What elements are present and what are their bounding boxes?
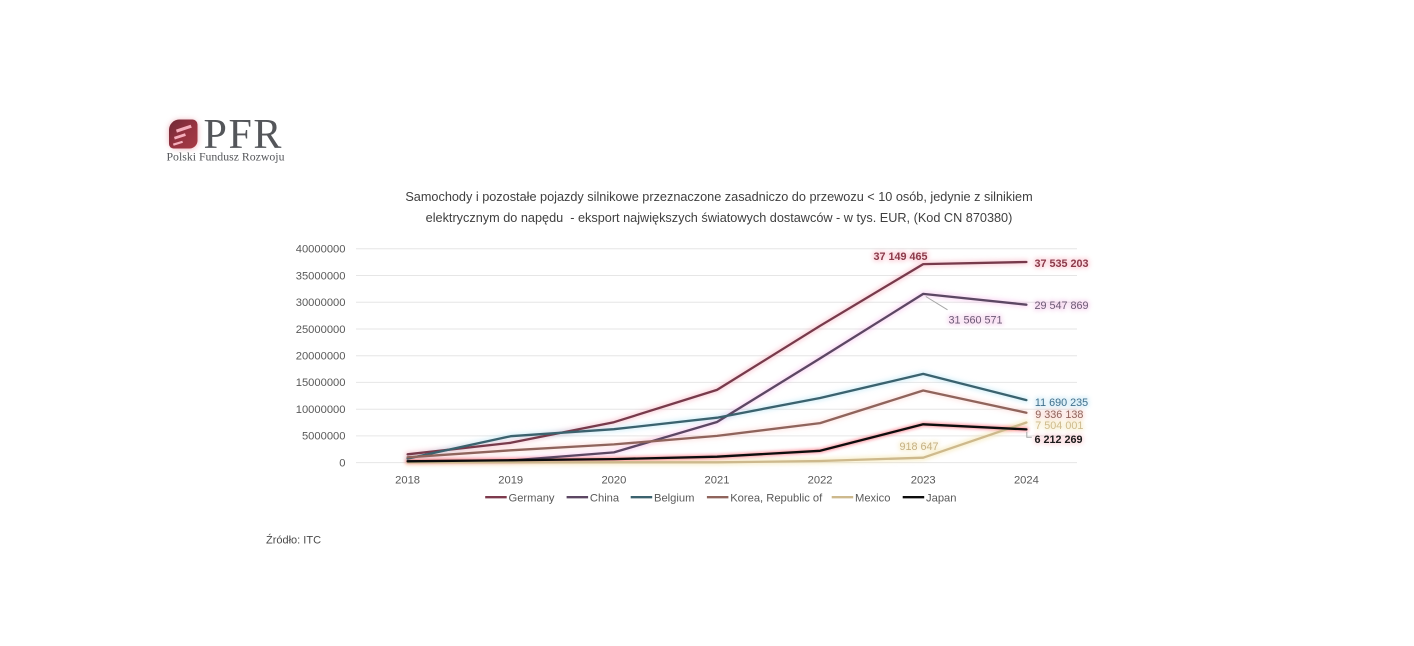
svg-text:Samochody i pozostałe pojazdy: Samochody i pozostałe pojazdy silnikowe … [405, 190, 1032, 204]
svg-text:2020: 2020 [601, 475, 626, 487]
svg-text:2021: 2021 [705, 475, 730, 487]
svg-text:9 336 138: 9 336 138 [1035, 409, 1083, 421]
svg-text:2018: 2018 [395, 475, 420, 487]
svg-text:37 535 203: 37 535 203 [1035, 258, 1089, 270]
svg-text:Korea, Republic of: Korea, Republic of [730, 493, 823, 505]
svg-text:7 504 001: 7 504 001 [1035, 420, 1083, 432]
svg-text:11 690 235: 11 690 235 [1035, 397, 1088, 409]
svg-text:35000000: 35000000 [296, 270, 346, 282]
svg-text:918 647: 918 647 [899, 441, 938, 453]
svg-text:2022: 2022 [808, 475, 833, 487]
svg-text:2023: 2023 [911, 475, 936, 487]
svg-text:37 149 465: 37 149 465 [873, 251, 927, 263]
svg-text:6 212 269: 6 212 269 [1035, 434, 1083, 446]
svg-text:2024: 2024 [1014, 475, 1039, 487]
svg-text:Japan: Japan [926, 493, 956, 505]
svg-text:6 212 269: 6 212 269 [1035, 434, 1083, 446]
svg-text:25000000: 25000000 [296, 324, 346, 336]
svg-text:5000000: 5000000 [302, 431, 346, 443]
svg-text:20000000: 20000000 [296, 351, 346, 363]
svg-text:Mexico: Mexico [855, 493, 890, 505]
svg-text:40000000: 40000000 [296, 244, 346, 256]
svg-text:37 535 203: 37 535 203 [1035, 258, 1089, 270]
svg-text:2019: 2019 [498, 475, 523, 487]
svg-text:0: 0 [339, 457, 345, 469]
svg-text:10000000: 10000000 [296, 404, 346, 416]
svg-text:Germany: Germany [509, 493, 555, 505]
svg-text:31 560 571: 31 560 571 [949, 315, 1003, 327]
svg-text:China: China [590, 493, 620, 505]
svg-text:31 560 571: 31 560 571 [949, 315, 1003, 327]
svg-text:918 647: 918 647 [899, 441, 938, 453]
svg-text:29 547 869: 29 547 869 [1035, 300, 1089, 312]
svg-text:15000000: 15000000 [296, 377, 346, 389]
svg-text:Źródło: ITC: Źródło: ITC [266, 533, 321, 546]
svg-text:30000000: 30000000 [296, 297, 346, 309]
svg-text:elektrycznym do napędu - eksp: elektrycznym do napędu - eksport najwięk… [426, 211, 1013, 225]
svg-text:PFR: PFR [204, 112, 284, 158]
svg-text:37 149 465: 37 149 465 [873, 251, 927, 263]
svg-text:11 690 235: 11 690 235 [1035, 397, 1088, 409]
svg-text:9 336 138: 9 336 138 [1035, 409, 1083, 421]
svg-text:29 547 869: 29 547 869 [1035, 300, 1089, 312]
svg-text:Polski Fundusz Rozwoju: Polski Fundusz Rozwoju [167, 150, 285, 164]
svg-text:7 504 001: 7 504 001 [1035, 420, 1083, 432]
svg-text:Belgium: Belgium [654, 493, 694, 505]
